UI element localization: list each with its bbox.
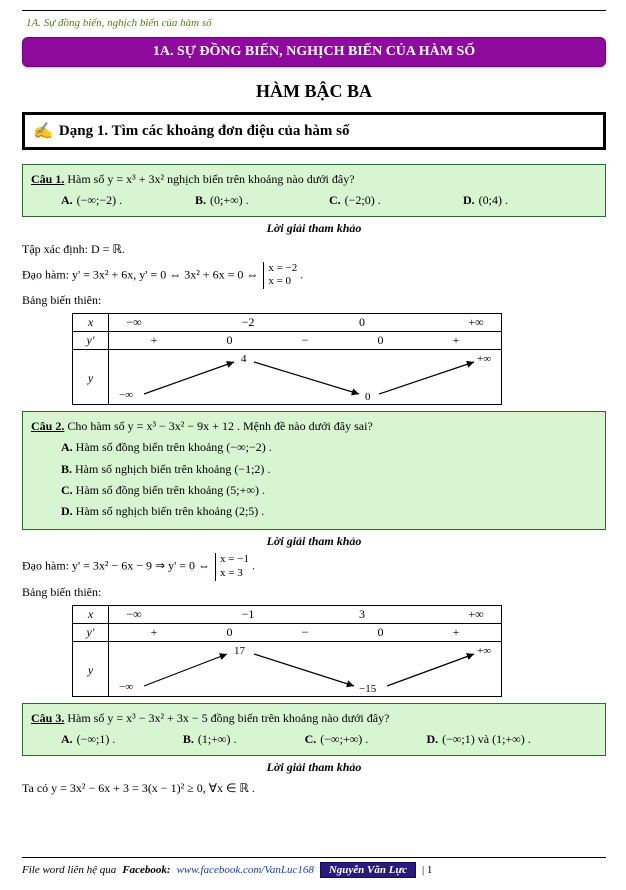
dang-text: Dạng 1. Tìm các khoảng đơn điệu của hàm …: [59, 123, 350, 140]
q3-text: Hàm số y = x³ − 3x² + 3x − 5 đồng biến t…: [64, 711, 389, 725]
svg-text:−15: −15: [359, 683, 377, 695]
page-footer: File word liên hệ qua Facebook: www.face…: [22, 857, 606, 878]
footer-page-number: | 1: [422, 864, 432, 876]
q2-options: A. Hàm số đồng biến trên khoảng (−∞;−2) …: [31, 438, 597, 521]
question-2-box: Câu 2. Cho hàm số y = x³ − 3x² − 9x + 12…: [22, 411, 606, 530]
q2-sign-table: x −∞ −1 3 +∞ y' + 0 − 0 + y −∞ 17 −15: [72, 605, 502, 697]
q3-answer-c: C.(−∞;+∞) .: [305, 730, 427, 749]
q2-variation-arrows: −∞ 17 −15 +∞: [109, 642, 503, 696]
svg-text:+∞: +∞: [477, 645, 491, 657]
q3-answer-a: A.(−∞;1) .: [61, 730, 183, 749]
q2-solution-head: Lời giải tham khảo: [22, 534, 606, 549]
q1-answer-d: D.(0;4) .: [463, 191, 597, 210]
q1-sign-table: x −∞ −2 0 +∞ y' + 0 − 0 + y −∞ 4 0: [72, 313, 502, 405]
q2-text: Cho hàm số y = x³ − 3x² − 9x + 12 . Mệnh…: [64, 419, 372, 433]
svg-text:0: 0: [365, 391, 371, 403]
q1-answer-a: A.(−∞;−2) .: [61, 191, 195, 210]
question-3-box: Câu 3. Hàm số y = x³ − 3x² + 3x − 5 đồng…: [22, 703, 606, 756]
q2-line3: Bảng biến thiên:: [22, 583, 606, 602]
writing-hand-icon: ✍: [33, 121, 53, 141]
q3-answer-d: D.(−∞;1) và (1;+∞) .: [426, 730, 597, 749]
question-1-box: Câu 1. Hàm số y = x³ + 3x² nghịch biến t…: [22, 164, 606, 217]
q1-answer-c: C.(−2;0) .: [329, 191, 463, 210]
q1-variation-arrows: −∞ 4 0 +∞: [109, 350, 503, 404]
footer-author-badge: Nguyễn Văn Lực: [320, 862, 416, 878]
svg-text:17: 17: [234, 645, 246, 657]
q2-opt-b: B. Hàm số nghịch biến trên khoảng (−1;2)…: [61, 460, 597, 479]
q2-opt-d: D. Hàm số nghịch biến trên khoảng (2;5) …: [61, 502, 597, 521]
q3-answer-b: B.(1;+∞) .: [183, 730, 305, 749]
footer-fb-label: Facebook:: [122, 864, 170, 876]
svg-text:+∞: +∞: [477, 353, 491, 365]
q1-line3: Bảng biến thiên:: [22, 291, 606, 310]
q1-line1: Tập xác định: D = ℝ.: [22, 240, 606, 259]
q1-answers: A.(−∞;−2) . B.(0;+∞) . C.(−2;0) . D.(0;4…: [31, 191, 597, 210]
q1-text: Hàm số y = x³ + 3x² nghịch biến trên kho…: [64, 172, 354, 186]
q3-solution-head: Lời giải tham khảo: [22, 760, 606, 775]
svg-text:−∞: −∞: [119, 389, 133, 401]
svg-text:−∞: −∞: [119, 681, 133, 693]
q1-line2: Đạo hàm: y' = 3x² + 6x, y' = 0 ⇔ 3x² + 6…: [22, 262, 606, 290]
q2-label: Câu 2.: [31, 419, 64, 433]
q3-answers: A.(−∞;1) . B.(1;+∞) . C.(−∞;+∞) . D.(−∞;…: [31, 730, 597, 749]
svg-text:4: 4: [241, 353, 247, 365]
footer-file: File word liên hệ qua: [22, 864, 116, 876]
q1-solution-head: Lời giải tham khảo: [22, 221, 606, 236]
q2-opt-a: A. Hàm số đồng biến trên khoảng (−∞;−2) …: [61, 438, 597, 457]
q3-line: Ta có y = 3x² − 6x + 3 = 3(x − 1)² ≥ 0, …: [22, 779, 606, 798]
q1-label: Câu 1.: [31, 172, 64, 186]
footer-fb-link[interactable]: www.facebook.com/VanLuc168: [177, 864, 314, 876]
q2-opt-c: C. Hàm số đồng biến trên khoảng (5;+∞) .: [61, 481, 597, 500]
section-banner: 1A. SỰ ĐỒNG BIẾN, NGHỊCH BIẾN CỦA HÀM SỐ: [22, 37, 606, 67]
breadcrumb: 1A. Sự đồng biến, nghịch biến của hàm số: [22, 15, 606, 33]
q1-answer-b: B.(0;+∞) .: [195, 191, 329, 210]
q2-line: Đạo hàm: y' = 3x² − 6x − 9 ⇒ y' = 0 ⇔ x …: [22, 553, 606, 581]
page-title: HÀM BẬC BA: [22, 81, 606, 102]
dang-header: ✍ Dạng 1. Tìm các khoảng đơn điệu của hà…: [22, 112, 606, 150]
q3-label: Câu 3.: [31, 711, 64, 725]
